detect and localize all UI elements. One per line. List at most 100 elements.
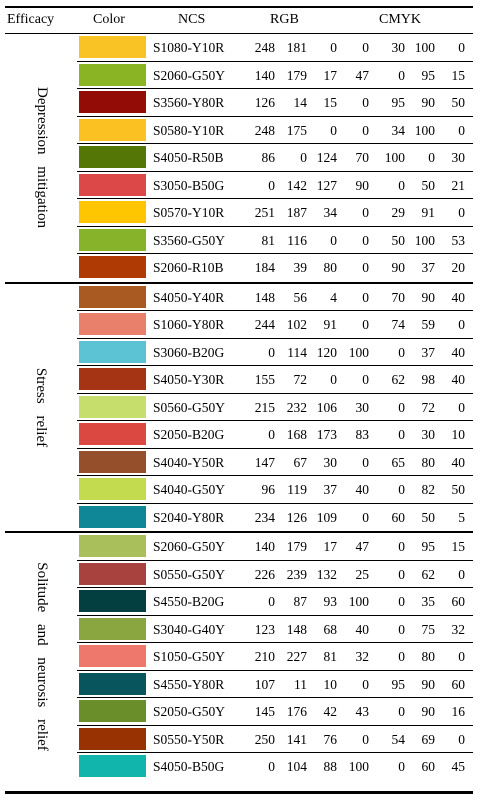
color-swatch <box>79 423 146 445</box>
row-divider <box>77 502 473 504</box>
value-r: 140 <box>254 67 275 83</box>
value-g: 142 <box>286 177 307 193</box>
value-y: 62 <box>421 566 436 582</box>
value-r: 0 <box>268 344 275 360</box>
value-r: 184 <box>254 260 275 275</box>
value-m: 0 <box>398 621 405 637</box>
value-c: 83 <box>355 427 370 442</box>
value-y: 69 <box>421 731 436 747</box>
table-row: S0580-Y10R 248 175 0 0 34 100 0 <box>77 117 473 144</box>
value-r: 147 <box>254 454 275 470</box>
ncs-code: S3050-B50G <box>153 177 225 193</box>
color-swatch <box>79 118 146 141</box>
value-k: 40 <box>451 372 466 387</box>
ncs-code: S2060-G50Y <box>153 67 226 83</box>
value-b: 0 <box>330 122 337 138</box>
value-k: 0 <box>458 566 465 582</box>
value-r: 155 <box>254 372 275 387</box>
table-row: S4050-Y30R 155 72 0 0 62 98 40 <box>77 366 473 394</box>
group-label-text: Stress relief <box>33 367 50 447</box>
value-r: 126 <box>254 95 275 110</box>
value-y: 90 <box>421 95 436 110</box>
value-k: 10 <box>451 427 466 442</box>
ncs-code: S2060-G50Y <box>153 539 226 554</box>
value-y: 100 <box>414 122 435 138</box>
ncs-code: S2060-R10B <box>153 260 224 275</box>
row-divider <box>77 143 473 144</box>
value-b: 37 <box>323 482 338 497</box>
value-k: 15 <box>451 539 466 554</box>
value-c: 0 <box>362 372 369 387</box>
ncs-code: S0550-G50Y <box>153 566 226 582</box>
value-b: 81 <box>323 649 338 664</box>
color-swatch <box>79 505 146 528</box>
value-y: 59 <box>421 317 436 332</box>
value-k: 0 <box>458 205 465 220</box>
value-b: 0 <box>330 40 337 55</box>
value-y: 100 <box>414 232 435 248</box>
row-divider <box>77 697 473 698</box>
value-g: 72 <box>293 372 308 387</box>
value-y: 37 <box>421 344 436 360</box>
row-divider <box>77 170 473 172</box>
row-divider <box>77 447 473 449</box>
color-swatch <box>79 340 146 363</box>
value-y: 30 <box>421 427 436 442</box>
value-k: 0 <box>458 731 465 747</box>
row-divider <box>77 642 473 643</box>
value-k: 40 <box>451 289 466 305</box>
group-label: Solitude and neurosis relief <box>5 533 77 781</box>
value-m: 90 <box>391 260 406 275</box>
value-b: 15 <box>323 95 338 110</box>
value-m: 0 <box>398 399 405 415</box>
value-m: 0 <box>398 539 405 554</box>
value-k: 60 <box>451 676 466 692</box>
value-g: 126 <box>286 509 307 525</box>
row-divider <box>77 60 473 62</box>
value-g: 87 <box>293 594 308 609</box>
value-c: 0 <box>362 317 369 332</box>
group-rule <box>5 531 473 533</box>
color-swatch <box>79 146 146 168</box>
value-g: 148 <box>286 621 307 637</box>
value-g: 239 <box>286 566 307 582</box>
value-m: 0 <box>398 177 405 193</box>
value-g: 119 <box>287 482 307 497</box>
value-k: 5 <box>458 509 465 525</box>
value-k: 0 <box>458 317 465 332</box>
ncs-code: S2040-Y80R <box>153 509 225 525</box>
value-k: 21 <box>451 177 466 193</box>
value-g: 116 <box>287 232 307 248</box>
ncs-code: S3560-Y80R <box>153 95 225 110</box>
value-c: 25 <box>355 566 370 582</box>
table-row: S2050-B20G 0 168 173 83 0 30 10 <box>77 421 473 449</box>
value-y: 82 <box>421 482 436 497</box>
row-divider <box>77 559 473 561</box>
ncs-code: S4050-Y40R <box>153 289 225 305</box>
header-rgb: RGB <box>270 12 299 27</box>
table-row: S1060-Y80R 244 102 91 0 74 59 0 <box>77 311 473 339</box>
value-b: 17 <box>323 67 338 83</box>
color-swatch <box>79 617 146 640</box>
ncs-code: S2050-B20G <box>153 427 225 442</box>
row-divider <box>77 587 473 588</box>
value-y: 80 <box>421 649 436 664</box>
row-divider <box>77 752 473 753</box>
value-r: 0 <box>268 427 275 442</box>
value-m: 60 <box>391 509 406 525</box>
table-row: S4550-B20G 0 87 93 100 0 35 60 <box>77 588 473 616</box>
table-row: S0550-G50Y 226 239 132 25 0 62 0 <box>77 561 473 588</box>
row-divider <box>77 475 473 476</box>
value-y: 100 <box>414 40 435 55</box>
value-g: 114 <box>287 344 307 360</box>
value-m: 0 <box>398 344 405 360</box>
row-divider <box>77 310 473 311</box>
table-row: S2060-G50Y 140 179 17 47 0 95 15 <box>77 533 473 561</box>
ncs-code: S4050-R50B <box>153 150 224 165</box>
value-c: 43 <box>355 704 370 719</box>
color-swatch <box>79 700 146 722</box>
ncs-code: S1060-Y80R <box>153 317 225 332</box>
value-m: 62 <box>391 372 406 387</box>
value-y: 60 <box>421 759 436 774</box>
value-m: 65 <box>391 454 406 470</box>
